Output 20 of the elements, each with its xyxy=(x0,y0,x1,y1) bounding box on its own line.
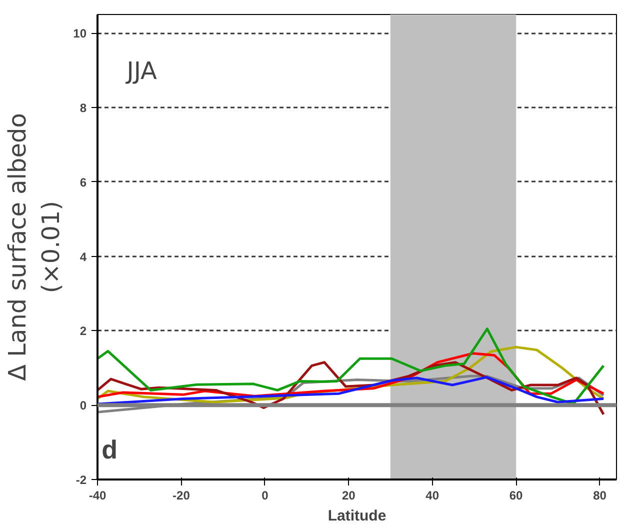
y-tick-label: 2 xyxy=(80,324,87,338)
x-tick-label: 20 xyxy=(342,488,356,502)
line-series xyxy=(98,376,605,406)
x-tick-label: 60 xyxy=(509,488,524,502)
annotation: d xyxy=(102,434,118,465)
y-tick-label: -2 xyxy=(76,473,87,487)
annotation: JJA xyxy=(124,57,158,86)
x-tick-label: 40 xyxy=(426,488,440,502)
x-tick-label: 80 xyxy=(593,488,607,502)
x-tick-label: -20 xyxy=(172,488,190,502)
y-tick-label: 0 xyxy=(80,398,87,413)
y-tick-label: 6 xyxy=(80,175,87,190)
x-axis-title: Latitude xyxy=(328,508,386,524)
x-tick-label: 0 xyxy=(262,488,269,502)
x-tick-label: -40 xyxy=(88,488,106,502)
y-tick-label: 10 xyxy=(73,26,87,41)
y-tick-label: 4 xyxy=(80,250,87,264)
y-axis-title: Δ Land surface albedo (×0.01) xyxy=(4,113,66,381)
line-series xyxy=(98,328,605,406)
y-tick-label: 8 xyxy=(80,101,87,115)
